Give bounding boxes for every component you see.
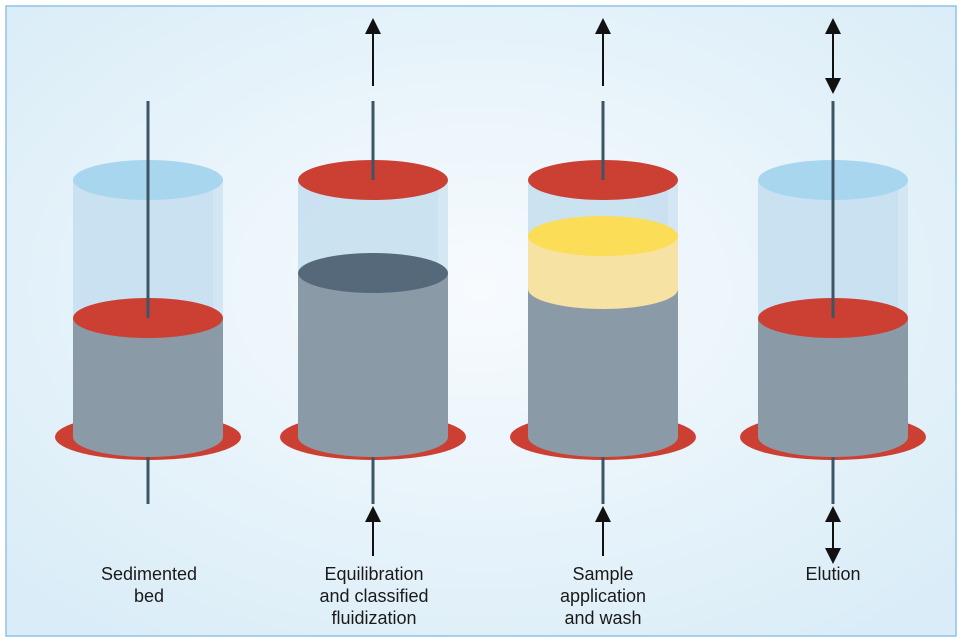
caption-elution: Elution: [805, 564, 861, 584]
sample-bed-bottom: [528, 417, 678, 457]
sample-bed: [528, 289, 678, 437]
elution-column-highlight: [898, 180, 908, 437]
caption-equilibration: Equilibration and classified fluidizatio…: [319, 564, 429, 628]
elution-bed-bottom: [758, 417, 908, 457]
caption-sedimented: Sedimented bed: [100, 564, 198, 606]
sample-sample-top: [528, 216, 678, 256]
equilibration-bed-bottom: [298, 417, 448, 457]
sample-sample-zone-bottom: [528, 269, 678, 309]
sedimented-column-highlight: [213, 180, 223, 437]
sedimented-bed-bottom: [73, 417, 223, 457]
caption-sample: Sample application and wash: [559, 564, 647, 628]
equilibration-bed-surface: [298, 253, 448, 293]
equilibration-bed: [298, 273, 448, 437]
